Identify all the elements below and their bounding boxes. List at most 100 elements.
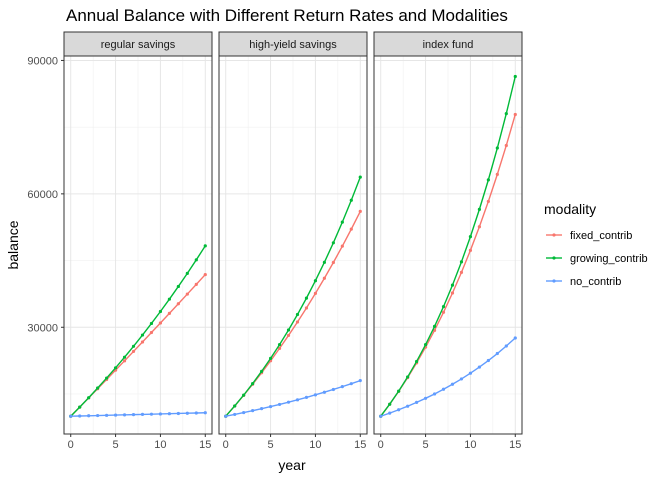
x-tick-label: 5 bbox=[113, 439, 119, 451]
facet-panel-0: regular savings 0 5 10 15 bbox=[63, 31, 213, 451]
data-point-no_contrib bbox=[185, 411, 189, 415]
data-point-growing_contrib bbox=[432, 324, 437, 328]
data-point-no_contrib bbox=[268, 404, 273, 409]
data-point-growing_contrib bbox=[233, 404, 237, 408]
panel-border bbox=[63, 55, 213, 435]
data-point-no_contrib bbox=[495, 351, 499, 356]
data-point-growing_contrib bbox=[268, 356, 273, 360]
x-tick-label: 10 bbox=[154, 439, 166, 451]
data-point-no_contrib bbox=[358, 378, 362, 383]
data-point-growing_contrib bbox=[477, 207, 481, 211]
data-point-no_contrib bbox=[468, 371, 473, 375]
legend-key-point bbox=[552, 256, 556, 260]
data-point-growing_contrib bbox=[122, 355, 127, 359]
data-point-fixed_contrib bbox=[286, 333, 291, 338]
data-point-growing_contrib bbox=[87, 396, 91, 400]
data-point-growing_contrib bbox=[251, 381, 255, 386]
data-point-no_contrib bbox=[340, 385, 344, 389]
data-point-growing_contrib bbox=[322, 260, 326, 264]
data-point-fixed_contrib bbox=[349, 227, 353, 231]
data-point-no_contrib bbox=[194, 411, 198, 415]
data-point-growing_contrib bbox=[149, 321, 154, 326]
data-point-no_contrib bbox=[140, 412, 145, 417]
data-point-fixed_contrib bbox=[167, 311, 171, 315]
data-point-no_contrib bbox=[349, 382, 353, 386]
data-point-growing_contrib bbox=[331, 241, 335, 245]
data-point-growing_contrib bbox=[304, 296, 309, 300]
data-point-no_contrib bbox=[295, 398, 300, 402]
series-line-no_contrib bbox=[225, 379, 361, 417]
legend-label-growing_contrib: growing_contrib bbox=[570, 253, 648, 265]
data-point-growing_contrib bbox=[176, 284, 180, 289]
data-point-no_contrib bbox=[304, 395, 309, 399]
data-point-growing_contrib bbox=[260, 369, 264, 373]
series-line-no_contrib bbox=[70, 412, 206, 417]
data-point-fixed_contrib bbox=[477, 225, 481, 229]
x-tick-label: 0 bbox=[378, 439, 384, 451]
data-point-no_contrib bbox=[131, 413, 136, 417]
data-point-fixed_contrib bbox=[140, 340, 145, 344]
data-point-growing_contrib bbox=[495, 146, 499, 150]
data-point-fixed_contrib bbox=[277, 346, 282, 350]
data-point-fixed_contrib bbox=[158, 321, 163, 325]
data-point-growing_contrib bbox=[397, 389, 401, 393]
data-point-fixed_contrib bbox=[468, 248, 473, 252]
data-point-growing_contrib bbox=[105, 376, 109, 380]
data-point-no_contrib bbox=[513, 336, 517, 340]
y-tick-label: 30000 bbox=[27, 322, 58, 334]
y-tick-label: 60000 bbox=[27, 189, 58, 201]
legend-label-no_contrib: no_contrib bbox=[570, 276, 621, 288]
data-point-fixed_contrib bbox=[358, 209, 362, 214]
data-point-growing_contrib bbox=[459, 260, 464, 264]
chart-title: Annual Balance with Different Return Rat… bbox=[66, 6, 508, 25]
data-point-growing_contrib bbox=[286, 328, 291, 332]
data-point-no_contrib bbox=[379, 414, 383, 418]
data-point-growing_contrib bbox=[358, 175, 362, 179]
data-point-no_contrib bbox=[313, 393, 318, 397]
data-point-growing_contrib bbox=[388, 402, 392, 406]
data-point-no_contrib bbox=[260, 407, 264, 411]
data-point-no_contrib bbox=[286, 400, 291, 404]
data-point-growing_contrib bbox=[295, 312, 300, 317]
x-tick-label: 0 bbox=[223, 439, 229, 451]
x-tick-label: 15 bbox=[354, 439, 366, 451]
facet-panel-2: index fund 0 5 10 15 bbox=[373, 31, 523, 451]
data-point-fixed_contrib bbox=[340, 244, 344, 248]
data-point-growing_contrib bbox=[185, 271, 189, 275]
data-point-growing_contrib bbox=[486, 178, 490, 182]
data-point-growing_contrib bbox=[131, 344, 136, 348]
x-axis-title: year bbox=[278, 457, 306, 473]
data-point-growing_contrib bbox=[140, 333, 145, 337]
data-point-no_contrib bbox=[158, 412, 163, 416]
data-point-fixed_contrib bbox=[149, 330, 154, 335]
data-point-no_contrib bbox=[504, 344, 508, 348]
x-tick-label: 15 bbox=[509, 439, 521, 451]
data-point-growing_contrib bbox=[203, 244, 207, 248]
data-point-fixed_contrib bbox=[486, 199, 490, 204]
series-line-growing_contrib bbox=[225, 176, 361, 417]
data-point-fixed_contrib bbox=[504, 143, 508, 148]
data-point-fixed_contrib bbox=[304, 306, 309, 310]
data-point-no_contrib bbox=[69, 414, 73, 418]
data-point-growing_contrib bbox=[113, 366, 118, 370]
facet-strip bbox=[373, 31, 523, 57]
data-point-no_contrib bbox=[459, 377, 464, 381]
series-line-no_contrib bbox=[380, 337, 516, 417]
data-point-no_contrib bbox=[224, 414, 228, 418]
data-point-growing_contrib bbox=[441, 304, 446, 309]
data-point-no_contrib bbox=[415, 400, 419, 404]
data-point-growing_contrib bbox=[313, 279, 318, 283]
data-point-fixed_contrib bbox=[194, 282, 198, 286]
data-point-no_contrib bbox=[397, 408, 401, 412]
data-point-no_contrib bbox=[331, 387, 335, 392]
facet-strip bbox=[63, 31, 213, 57]
data-point-no_contrib bbox=[251, 409, 255, 413]
y-axis-title: balance bbox=[5, 220, 21, 269]
data-point-fixed_contrib bbox=[185, 292, 189, 296]
data-point-growing_contrib bbox=[504, 112, 508, 116]
data-point-growing_contrib bbox=[415, 359, 419, 364]
data-point-no_contrib bbox=[105, 413, 109, 417]
facet-panel-1: high-yield savings 0 5 10 15 bbox=[218, 31, 368, 451]
data-point-fixed_contrib bbox=[495, 172, 499, 176]
